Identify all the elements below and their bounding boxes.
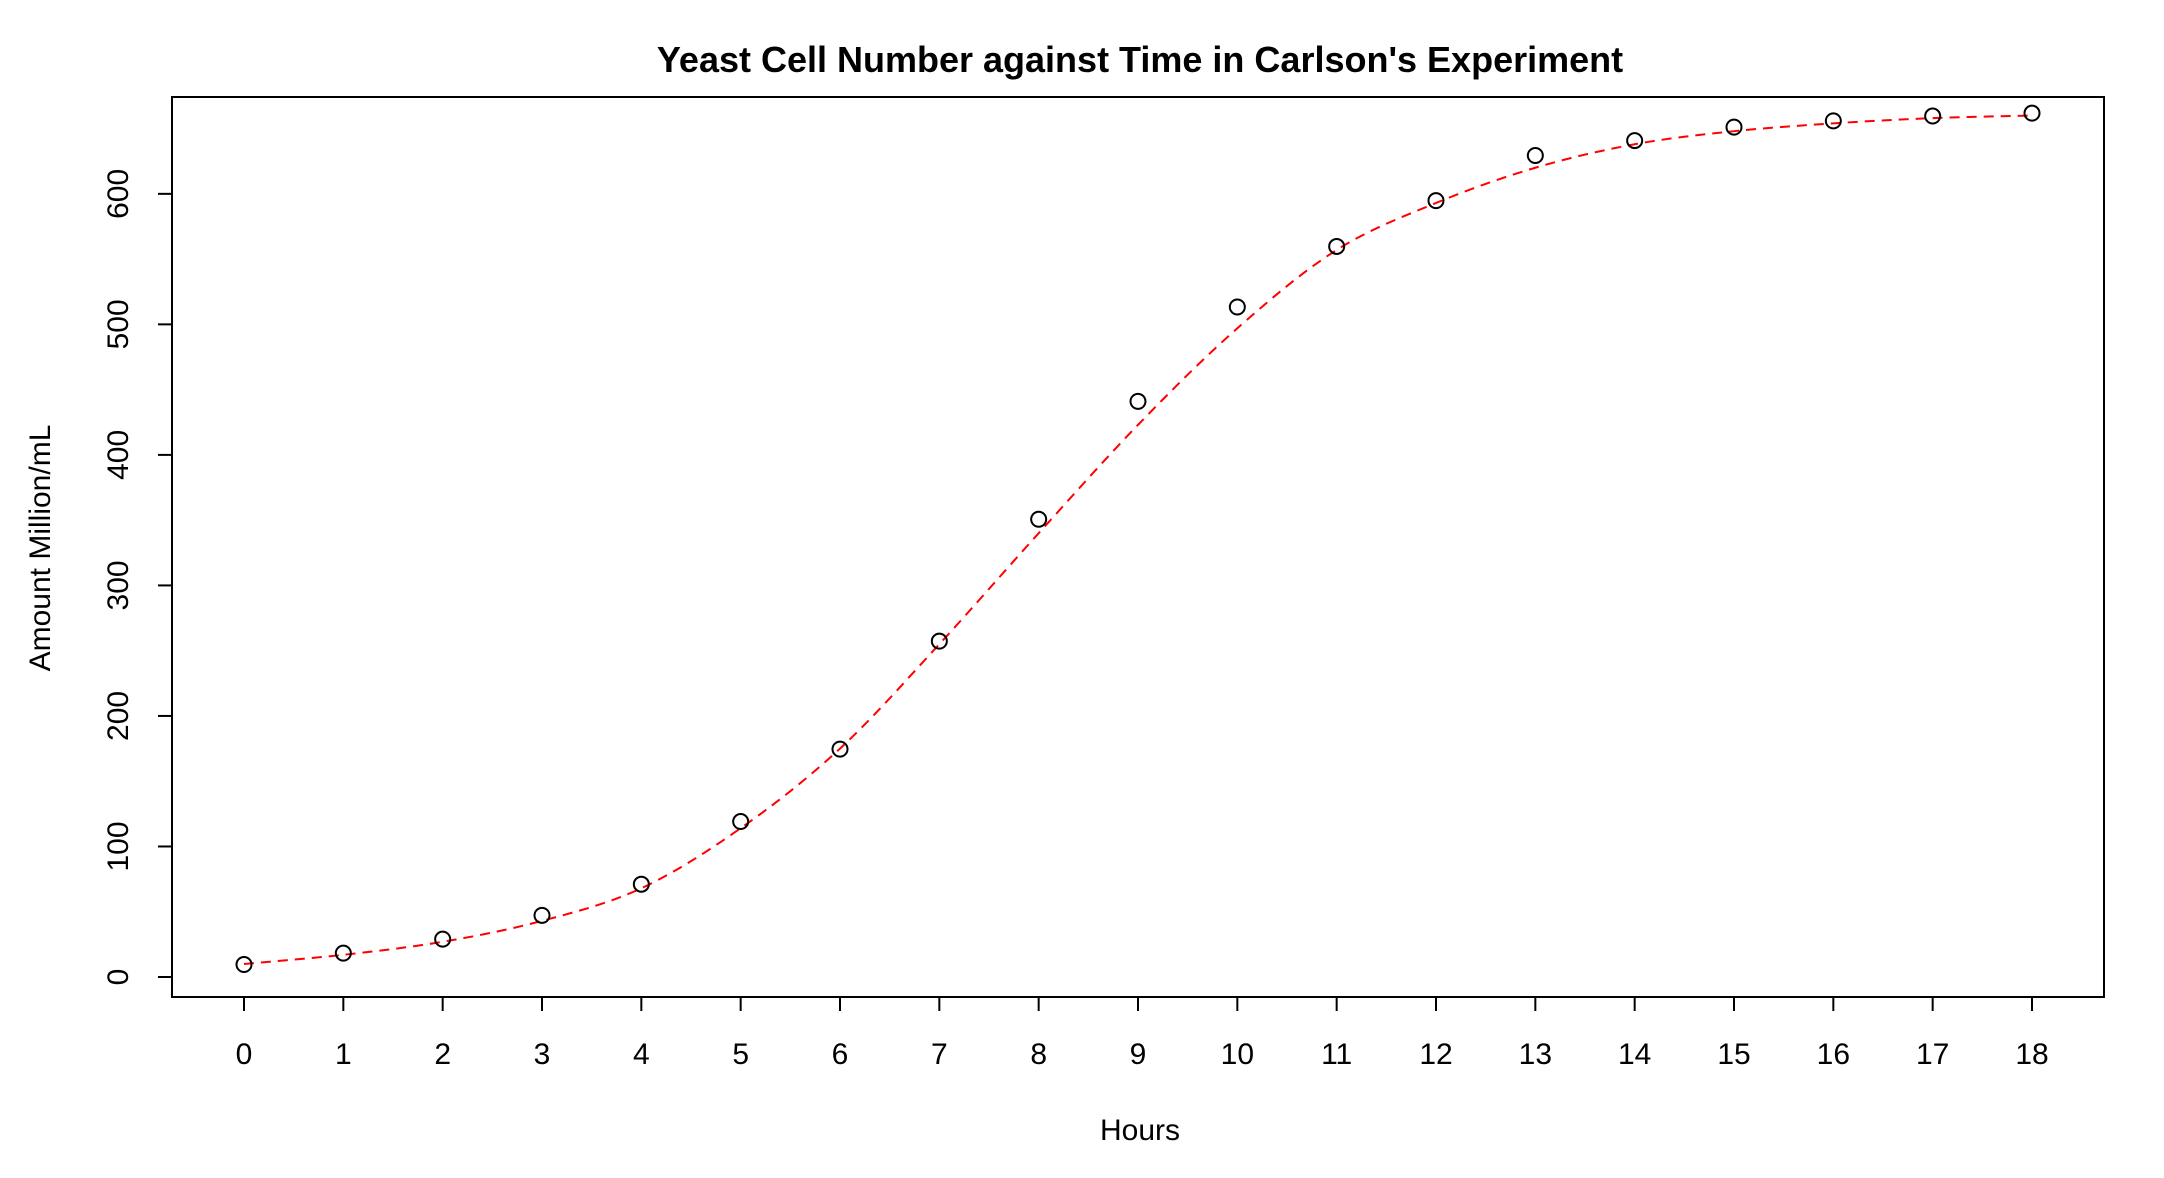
data-point: [1328, 237, 1346, 255]
data-point: [235, 955, 253, 973]
x-tick-label: 18: [2015, 1038, 2048, 1071]
x-tick-label: 14: [1618, 1038, 1651, 1071]
data-point: [1030, 510, 1048, 528]
x-tick-label: 0: [236, 1038, 253, 1071]
x-axis: 0 1 2 3 4 5 6 7 8 9 10 11 12 13 14 15 16 17 18: [236, 996, 2049, 1071]
y-axis-label: Amount Million/mL: [24, 425, 57, 672]
data-point: [1824, 112, 1842, 130]
x-tick-label: 17: [1916, 1038, 1949, 1071]
data-point: [334, 944, 352, 962]
data-point: [434, 930, 452, 948]
data-point: [1427, 192, 1445, 210]
series-layer: [235, 104, 2041, 973]
y-tick-label: 300: [102, 560, 135, 610]
x-axis-label: Hours: [1100, 1114, 1180, 1147]
y-axis: 0 100 200 300 400 500 600: [102, 169, 173, 986]
y-tick-label: 200: [102, 691, 135, 741]
data-point: [533, 906, 551, 924]
data-point: [1526, 146, 1544, 164]
y-tick-label: 600: [102, 169, 135, 219]
data-point: [1725, 118, 1743, 136]
x-tick-label: 6: [832, 1038, 849, 1071]
plot-frame: [171, 96, 2105, 998]
y-tick-label: 0: [102, 969, 135, 986]
x-tick-label: 1: [335, 1038, 352, 1071]
x-tick-label: 10: [1221, 1038, 1254, 1071]
data-point: [1924, 107, 1942, 125]
x-tick-label: 8: [1030, 1038, 1047, 1071]
x-tick-label: 13: [1519, 1038, 1552, 1071]
x-tick-label: 15: [1717, 1038, 1750, 1071]
x-tick-label: 7: [931, 1038, 948, 1071]
data-point: [1626, 132, 1644, 150]
data-point: [930, 632, 948, 650]
y-tick-label: 400: [102, 430, 135, 480]
data-point: [1129, 392, 1147, 410]
fitted-curve-line: [243, 114, 2033, 965]
data-point: [2023, 104, 2041, 122]
data-point: [1228, 298, 1246, 316]
data-point: [632, 875, 650, 893]
x-tick-label: 5: [732, 1038, 749, 1071]
chart-title: Yeast Cell Number against Time in Carlso…: [657, 39, 1623, 80]
x-tick-label: 16: [1817, 1038, 1850, 1071]
x-tick-label: 9: [1130, 1038, 1147, 1071]
data-point: [831, 740, 849, 758]
data-point: [732, 813, 750, 831]
x-tick-label: 4: [633, 1038, 650, 1071]
x-tick-label: 12: [1419, 1038, 1452, 1071]
x-tick-label: 11: [1321, 1038, 1352, 1071]
y-tick-label: 500: [102, 299, 135, 349]
x-tick-label: 3: [534, 1038, 551, 1071]
y-tick-label: 100: [102, 821, 135, 871]
x-tick-label: 2: [434, 1038, 451, 1071]
